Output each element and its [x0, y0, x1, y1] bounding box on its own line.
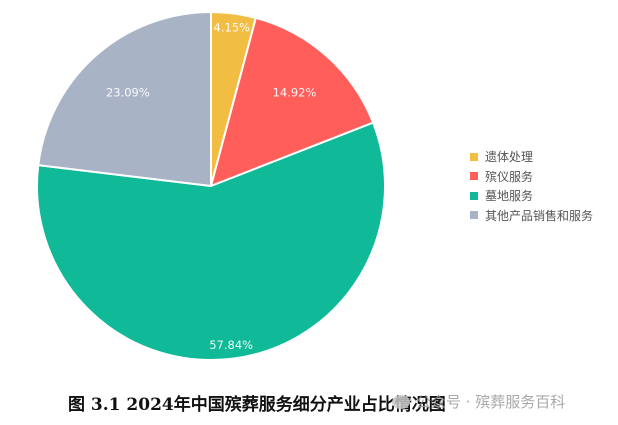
slice-funeral-service[interactable]	[209, 16, 375, 188]
chart-legend: 遗体处理 殡仪服务 墓地服务 其他产品销售和服务	[470, 147, 593, 225]
slice-percentage-label: 14.92%	[273, 86, 317, 100]
legend-swatch	[470, 211, 478, 220]
legend-item-cemetery-service[interactable]: 墓地服务	[470, 186, 593, 206]
slice-other-products[interactable]	[37, 10, 212, 188]
pie-chart: 4.15% 14.92% 57.84% 23.09%	[36, 10, 386, 361]
watermark-text: 公众号 · 殡葬服务百科	[416, 393, 566, 411]
slice-cemetery-service[interactable]	[36, 121, 386, 361]
legend-swatch	[470, 172, 478, 181]
wechat-icon	[392, 394, 410, 409]
legend-swatch	[470, 152, 478, 161]
watermark: 公众号 · 殡葬服务百科	[392, 391, 565, 412]
slice-percentage-label: 23.09%	[106, 85, 150, 99]
figure-caption: 图 3.1 2024年中国殡葬服务细分产业占比情况图	[68, 395, 446, 415]
legend-item-other-products[interactable]: 其他产品销售和服务	[470, 206, 593, 226]
legend-item-funeral-service[interactable]: 殡仪服务	[470, 167, 593, 187]
slice-percentage-label: 57.84%	[209, 338, 253, 352]
legend-label: 墓地服务	[485, 189, 534, 204]
legend-swatch	[470, 191, 478, 200]
legend-item-body-handling[interactable]: 遗体处理	[470, 147, 593, 167]
legend-label: 遗体处理	[485, 150, 534, 165]
slice-percentage-label: 4.15%	[214, 20, 251, 34]
legend-label: 殡仪服务	[485, 169, 534, 184]
legend-label: 其他产品销售和服务	[485, 208, 594, 223]
